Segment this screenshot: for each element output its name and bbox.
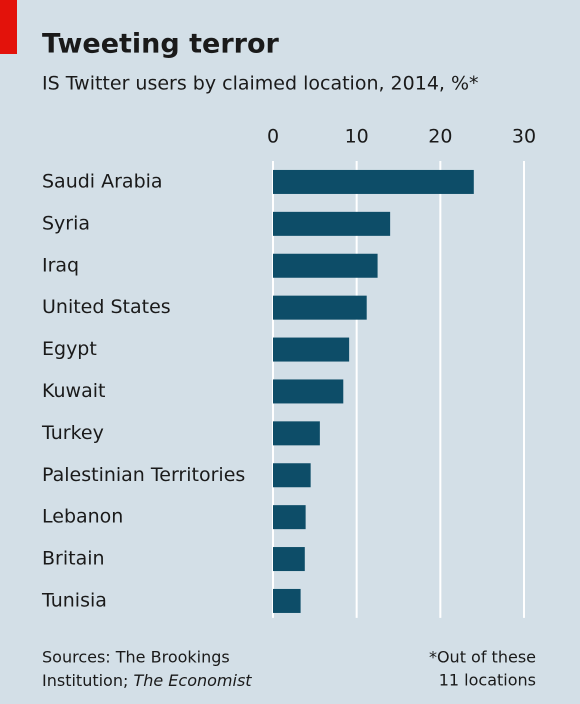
bar (273, 463, 311, 488)
category-label: Iraq (42, 254, 79, 276)
bar (273, 211, 391, 236)
x-tick-label: 10 (345, 126, 369, 148)
source-part: Institution; (42, 671, 133, 690)
x-tick-label: 20 (428, 126, 452, 148)
note: *Out of these (429, 648, 536, 667)
bar (273, 379, 344, 404)
bar (273, 588, 301, 613)
red-tab (0, 0, 17, 54)
x-tick-label: 0 (267, 126, 279, 148)
bar (273, 505, 306, 530)
category-label: Lebanon (42, 506, 123, 528)
category-label: Kuwait (42, 380, 105, 402)
bar (273, 169, 474, 194)
category-label: Tunisia (41, 589, 107, 611)
category-label: United States (42, 296, 171, 318)
source: Sources: The Brookings (42, 648, 230, 667)
category-label: Palestinian Territories (42, 464, 245, 486)
note: 11 locations (439, 671, 536, 690)
chart-subtitle: IS Twitter users by claimed location, 20… (42, 73, 479, 95)
x-tick-label: 30 (512, 126, 536, 148)
chart-title: Tweeting terror (42, 29, 280, 60)
category-label: Egypt (42, 338, 97, 360)
bar (273, 337, 350, 362)
bar (273, 253, 378, 278)
category-label: Turkey (41, 422, 104, 444)
source-part: The Economist (133, 671, 252, 690)
category-label: Britain (42, 548, 105, 570)
bar (273, 295, 367, 320)
category-label: Saudi Arabia (42, 170, 163, 192)
bar (273, 547, 305, 572)
bar (273, 421, 320, 446)
category-label: Syria (42, 212, 90, 234)
source: Institution; The Economist (42, 671, 252, 690)
